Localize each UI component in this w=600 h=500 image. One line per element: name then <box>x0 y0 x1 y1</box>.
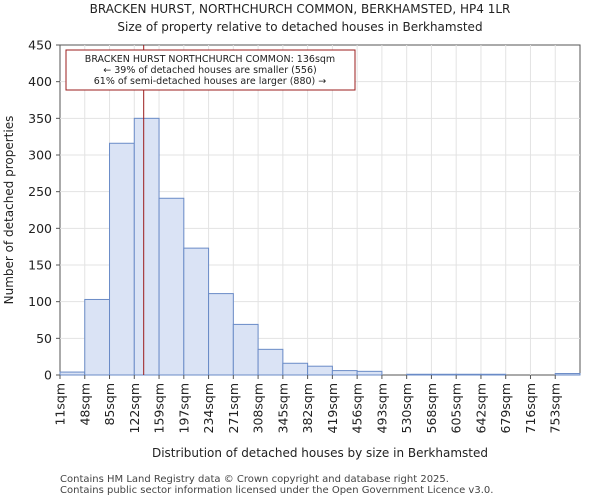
bar-605sqm <box>455 373 482 376</box>
bar-159sqm <box>158 197 185 376</box>
bar-197sqm <box>183 247 210 376</box>
x-tick-label-159sqm: 159sqm <box>152 383 167 433</box>
x-tick-label-493sqm: 493sqm <box>374 383 389 433</box>
y-tick-label-450: 450 <box>28 38 52 53</box>
y-tick-label-150: 150 <box>28 258 52 273</box>
bar-271sqm <box>232 323 259 376</box>
bar-308sqm <box>257 348 284 376</box>
y-axis-label: Number of detached properties <box>2 116 16 305</box>
footer-line-2: Contains public sector information licen… <box>60 485 494 496</box>
bar-122sqm <box>133 117 160 376</box>
x-tick-label-679sqm: 679sqm <box>498 383 513 433</box>
x-tick-label-48sqm: 48sqm <box>77 383 92 426</box>
y-axis-ticks: 0 50 100 150 200 250 300 350 400 450 <box>28 38 60 383</box>
x-tick-label-85sqm: 85sqm <box>102 383 117 426</box>
y-tick-label-0: 0 <box>44 368 52 383</box>
x-axis-label: Distribution of detached houses by size … <box>152 446 488 460</box>
x-tick-label-419sqm: 419sqm <box>325 383 340 433</box>
x-tick-label-122sqm: 122sqm <box>127 383 142 433</box>
bar-456sqm <box>356 370 383 376</box>
bar-530sqm <box>406 373 432 376</box>
footer-line-1: Contains HM Land Registry data © Crown c… <box>60 474 449 485</box>
y-tick-label-200: 200 <box>28 221 52 236</box>
bar-345sqm <box>282 362 309 376</box>
x-tick-label-642sqm: 642sqm <box>473 383 488 433</box>
x-tick-label-456sqm: 456sqm <box>350 383 365 433</box>
y-tick-label-300: 300 <box>28 148 52 163</box>
x-tick-label-530sqm: 530sqm <box>399 383 414 433</box>
bar-382sqm <box>307 365 333 376</box>
bar-234sqm <box>208 293 234 376</box>
x-tick-label-753sqm: 753sqm <box>548 383 563 433</box>
chart-title: BRACKEN HURST, NORTHCHURCH COMMON, BERKH… <box>90 2 511 16</box>
x-tick-label-234sqm: 234sqm <box>201 383 216 433</box>
y-tick-label-400: 400 <box>28 74 52 89</box>
x-tick-label-271sqm: 271sqm <box>226 383 241 433</box>
bar-753sqm <box>554 373 581 376</box>
y-tick-label-50: 50 <box>36 331 52 346</box>
annotation-line-3: 61% of semi-detached houses are larger (… <box>94 76 327 87</box>
histogram-chart: BRACKEN HURST, NORTHCHURCH COMMON, BERKH… <box>2 2 581 460</box>
annotation-line-2: ← 39% of detached houses are smaller (55… <box>103 65 316 76</box>
x-tick-label-605sqm: 605sqm <box>449 383 464 433</box>
x-axis-ticks: 11sqm 48sqm 85sqm 122sqm 159sqm 197sqm 234sqm 2… <box>53 375 563 433</box>
y-tick-label-100: 100 <box>28 294 52 309</box>
chart-subtitle: Size of property relative to detached ho… <box>117 20 482 34</box>
annotation-box <box>65 49 356 91</box>
bars-group <box>59 117 581 376</box>
bar-642sqm <box>480 373 507 376</box>
bar-419sqm <box>331 370 358 376</box>
bar-48sqm <box>84 298 111 376</box>
x-tick-label-345sqm: 345sqm <box>275 383 290 433</box>
bar-568sqm <box>430 373 457 376</box>
x-tick-label-568sqm: 568sqm <box>424 383 439 433</box>
x-tick-label-11sqm: 11sqm <box>53 383 68 426</box>
x-tick-label-716sqm: 716sqm <box>523 383 538 433</box>
x-tick-label-382sqm: 382sqm <box>300 383 315 433</box>
bar-11sqm <box>59 371 86 376</box>
y-tick-label-250: 250 <box>28 184 52 199</box>
annotation-line-1: BRACKEN HURST NORTHCHURCH COMMON: 136sqm <box>85 54 335 65</box>
x-tick-label-308sqm: 308sqm <box>251 383 266 433</box>
bar-85sqm <box>109 142 135 376</box>
x-tick-label-197sqm: 197sqm <box>176 383 191 433</box>
y-tick-label-350: 350 <box>28 111 52 126</box>
